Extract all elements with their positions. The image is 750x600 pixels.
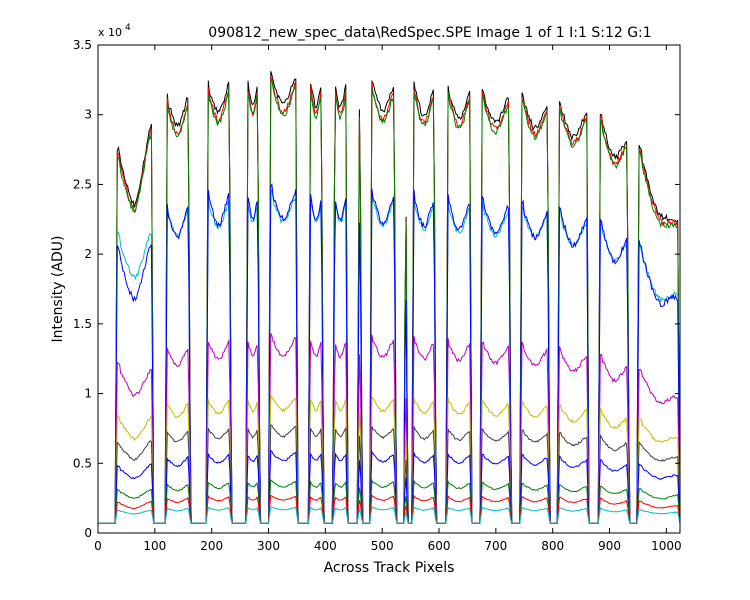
x-tick-label: 300 <box>257 539 280 553</box>
y-axis: 0 0.5 1 1.5 2 2.5 3 3.5 <box>73 38 680 540</box>
x-axis-label: Across Track Pixels <box>324 560 455 576</box>
chart-title: 090812_new_spec_data\RedSpec.SPE Image 1… <box>208 25 651 41</box>
x-tick-label: 600 <box>428 539 451 553</box>
y-tick-label: 0 <box>84 526 92 540</box>
x-tick-label: 400 <box>314 539 337 553</box>
y-tick-label: 2 <box>84 247 92 261</box>
y-multiplier: x 10 4 <box>98 23 131 39</box>
y-tick-label: 1 <box>84 387 92 401</box>
y-multiplier-exponent: 4 <box>125 23 131 33</box>
y-tick-label: 3 <box>84 108 92 122</box>
y-tick-label: 1.5 <box>73 317 92 331</box>
y-tick-label: 0.5 <box>73 456 92 470</box>
series-layer <box>98 71 681 524</box>
plot-area <box>97 44 681 534</box>
y-multiplier-base: x 10 <box>98 26 122 39</box>
axes-box <box>97 44 681 534</box>
series-line <box>98 506 681 524</box>
x-tick-label: 800 <box>541 539 564 553</box>
y-tick-label: 2.5 <box>73 177 92 191</box>
y-axis-label: Intensity (ADU) <box>50 236 66 343</box>
x-tick-label: 1000 <box>651 539 682 553</box>
y-tick-label: 3.5 <box>73 38 92 52</box>
x-axis: 0 100 200 300 400 500 600 700 800 900 1000 <box>94 45 682 553</box>
x-tick-label: 700 <box>484 539 507 553</box>
x-tick-label: 100 <box>143 539 166 553</box>
x-tick-label: 0 <box>94 539 102 553</box>
x-tick-label: 500 <box>371 539 394 553</box>
x-tick-label: 200 <box>200 539 223 553</box>
x-tick-label: 900 <box>598 539 621 553</box>
